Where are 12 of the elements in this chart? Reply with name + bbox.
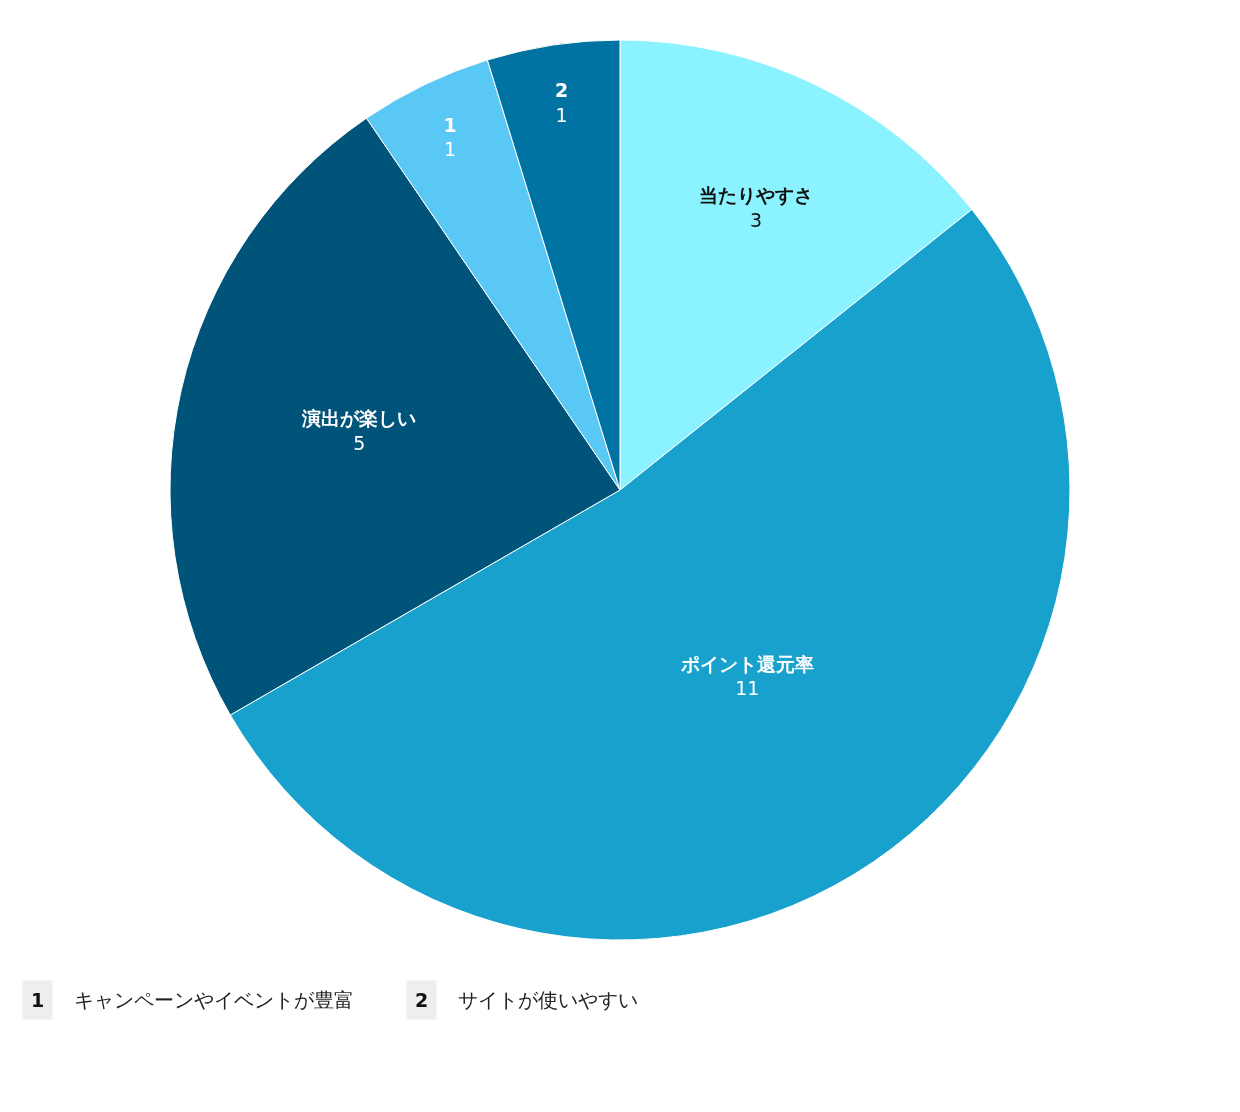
data-label: 1 bbox=[443, 113, 457, 136]
data-label: 1 bbox=[555, 104, 568, 127]
slice-label: 演出が楽しい bbox=[301, 407, 417, 430]
data-label: 5 bbox=[353, 431, 366, 454]
text: 1 キャンペーンやイベントが豊富 bbox=[31, 988, 354, 1012]
data-label: 3 bbox=[750, 208, 763, 231]
slice-label: ポイント還元率 bbox=[679, 652, 814, 675]
data-label: 11 bbox=[735, 677, 760, 700]
slice-label: 1 bbox=[444, 138, 457, 161]
slice-label: 当たりやすさ bbox=[699, 183, 814, 206]
slice-label: 2 bbox=[555, 79, 569, 102]
text: 2 サイトが使いやすい bbox=[415, 988, 638, 1012]
